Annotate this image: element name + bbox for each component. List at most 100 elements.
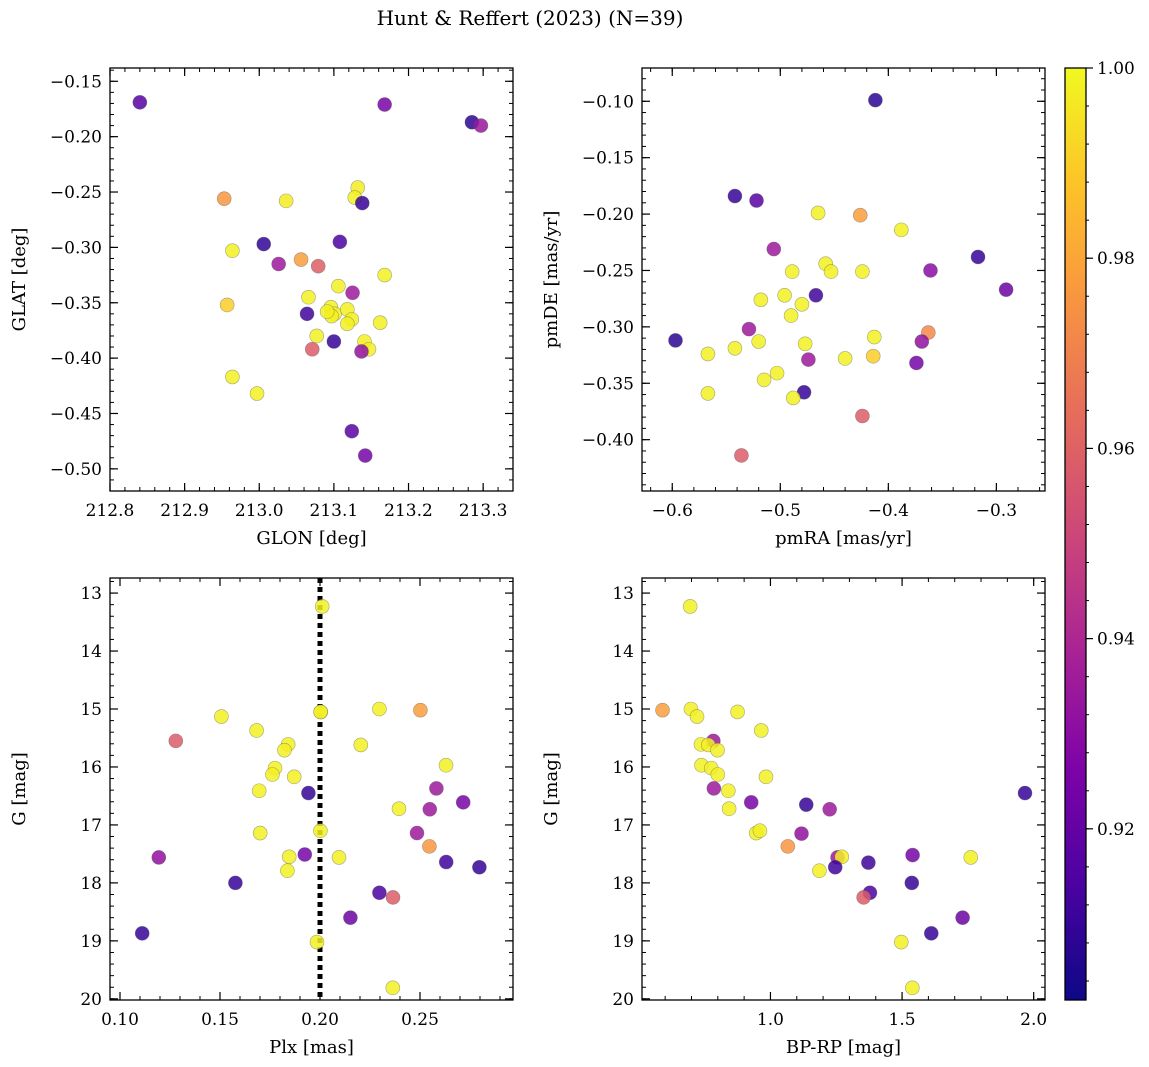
scatter-point [413,702,428,718]
colorbar-gradient [1065,68,1086,1000]
y-tick-label: −0.20 [50,128,102,148]
x-tick-label: 0.10 [101,1010,139,1030]
scatter-point [344,423,360,439]
scatter-point [756,372,772,388]
scatter-point [345,285,360,301]
x-tick-label: 213.0 [235,501,284,521]
scatter-point [309,934,325,950]
scatter-point [856,890,871,905]
y-tick-label: 19 [80,932,102,952]
scatter-point [801,352,816,367]
scatter-point [286,769,302,785]
scatter-point [372,315,388,330]
scatter-point [861,855,876,870]
scatter-point [132,95,148,110]
colorbar-tick-label: 0.96 [1097,439,1135,459]
y-tick-label: 19 [612,932,634,952]
x-tick-label: −0.5 [760,501,801,521]
scatter-point [727,341,743,356]
y-tick-label: 13 [612,584,634,604]
scatter-point [758,769,774,785]
scatter-point [963,850,979,865]
scatter-point [655,702,670,718]
scatter-point [265,767,280,782]
scatter-point [304,341,320,357]
scatter-point [743,795,759,810]
colorbar-tick-label: 0.98 [1097,249,1135,269]
scatter-point [905,980,920,996]
scatter-point [228,875,243,891]
scatter-point [700,386,716,401]
scatter-point [923,263,938,278]
scatter-point [837,351,853,366]
y-tick-label: 17 [80,816,102,836]
scatter-panel-4: 1.0 1.5 2.0 13 14 15 16 17 18 19 20 BP-RP [mag] G [m… [541,577,1047,1058]
y-tick-label: −0.40 [50,349,102,369]
scatter-point [309,328,325,344]
scatter-point [385,890,401,905]
scatter-point [923,926,939,941]
axes-frame [109,67,514,492]
scatter-point [301,785,316,801]
y-axis-label: G [mag] [541,752,562,825]
scatter-point [721,801,737,817]
x-tick-label: 213.3 [459,501,508,521]
scatter-point [780,839,796,854]
y-tick-label: 18 [80,874,102,894]
scatter-point [784,264,800,279]
scatter-point [391,801,407,817]
scatter-point [319,304,335,319]
y-tick-label: −0.10 [582,92,634,112]
scatter-point [794,297,810,312]
scatter-point [354,344,369,359]
y-tick-label: 16 [612,758,634,778]
scatter-point [904,875,920,891]
scatter-point [455,795,471,810]
colorbar-tick-label: 0.94 [1097,630,1135,650]
scatter-point [326,334,342,349]
axes-frame [641,67,1046,492]
scatter-point [310,258,326,274]
scatter-point [314,599,330,614]
y-tick-label: −0.15 [582,149,634,169]
scatter-point [766,241,782,257]
x-tick-label: 1.0 [757,1010,784,1030]
x-tick-label: 0.15 [201,1010,239,1030]
scatter-point [473,118,489,133]
scatter-panel-1: 212.8 212.9 213.0 213.1 213.2 213.3 −0.15 −0.20… [9,67,514,549]
scatter-point [331,850,347,865]
scatter-point [332,234,348,250]
scatter-point [749,193,764,208]
axes-frame [109,577,514,1001]
scatter-point [797,336,813,352]
x-tick-label: 2.0 [1020,1010,1047,1030]
scatter-point [909,355,924,371]
scatter-point [251,783,267,799]
scatter-point [905,847,920,863]
scatter-point [429,781,444,796]
scatter-point [422,839,437,854]
colorbar-frame [1064,67,1087,1001]
scatter-point [281,849,297,865]
scatter-point [354,195,370,211]
scatter-point [409,825,425,841]
scatter-point [313,704,328,720]
scatter-point [721,783,736,799]
scatter-point [769,365,785,381]
scatter-point [822,801,837,817]
x-tick-label: 212.9 [160,501,209,521]
y-tick-label: −0.25 [50,183,102,203]
scatter-point [855,264,870,279]
scatter-point [438,757,454,773]
x-axis-label: pmRA [mas/yr] [775,528,912,549]
colorbar-tick-label: 1.00 [1097,59,1135,79]
scatter-point [377,267,392,283]
scatter-point [894,222,909,238]
scatter-point [168,733,184,749]
scatter-point [377,97,392,112]
scatter-point [751,334,766,349]
scatter-point [249,386,265,401]
scatter-point [225,369,240,385]
scatter-point [331,278,346,294]
y-tick-label: −0.35 [50,294,102,314]
